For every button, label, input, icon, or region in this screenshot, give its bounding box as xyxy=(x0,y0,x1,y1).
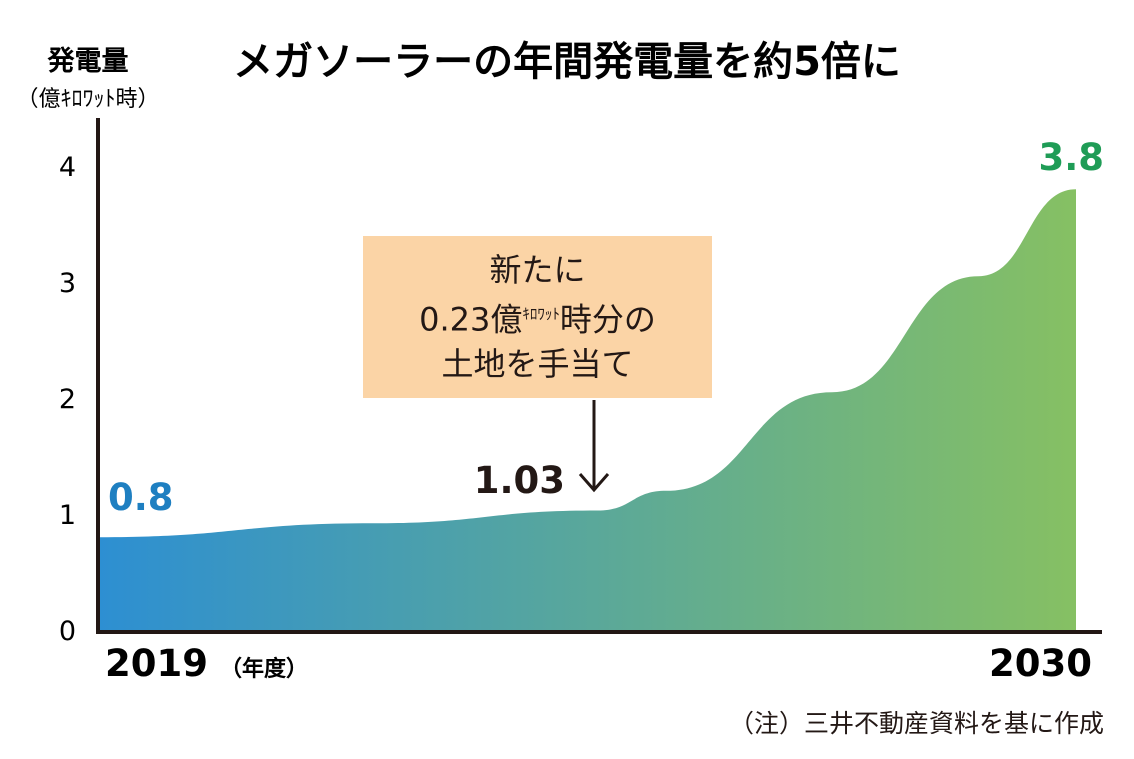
chart-title: メガソーラーの年間発電量を約5倍に xyxy=(233,39,901,85)
y-tick-label: 4 xyxy=(59,152,76,183)
data-label-mid: 1.03 xyxy=(474,459,565,502)
y-tick-label: 0 xyxy=(59,616,76,647)
data-label-end: 3.8 xyxy=(1038,136,1104,179)
callout-value: 0.23億 xyxy=(419,300,523,339)
callout-box: 新たに 0.23億ｷﾛﾜｯﾄ時分の 土地を手当て xyxy=(363,236,712,398)
x-tick-label-start: 2019 xyxy=(105,642,208,685)
callout-line-2: 0.23億ｷﾛﾜｯﾄ時分の xyxy=(419,292,656,342)
area-series xyxy=(100,189,1076,630)
data-label-start: 0.8 xyxy=(108,476,174,519)
callout-suffix: 時分の xyxy=(559,300,656,339)
callout-unit: ｷﾛﾜｯﾄ xyxy=(522,305,560,324)
callout-arrow-head xyxy=(578,473,610,493)
callout-line-1: 新たに xyxy=(489,251,586,290)
y-tick-label: 2 xyxy=(59,384,76,415)
y-axis-label: 発電量 xyxy=(47,46,129,77)
x-axis-unit: （年度） xyxy=(220,656,308,682)
y-tick-group: 0 1 2 3 4 xyxy=(59,152,76,647)
y-axis-unit: （億ｷﾛﾜｯﾄ時） xyxy=(16,87,159,112)
source-note: （注）三井不動産資料を基に作成 xyxy=(728,709,1104,738)
y-tick-label: 1 xyxy=(59,500,76,531)
x-tick-label-end: 2030 xyxy=(989,642,1092,685)
y-tick-label: 3 xyxy=(59,268,76,299)
callout-line-3: 土地を手当て xyxy=(441,344,634,383)
